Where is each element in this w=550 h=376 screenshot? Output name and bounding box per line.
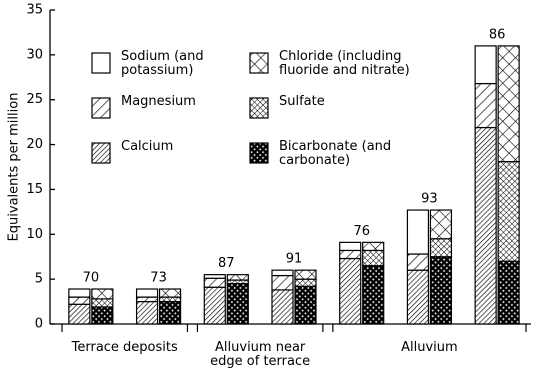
bar-segment	[362, 265, 385, 325]
bar-segment	[226, 274, 249, 281]
legend-swatch	[91, 97, 111, 119]
group-label: Alluvium near edge of terrace	[210, 340, 311, 369]
bar-segment	[429, 238, 453, 258]
bar-segment	[271, 269, 294, 277]
bar-segment	[158, 296, 182, 303]
y-tick-label: 30	[26, 47, 43, 62]
y-tick-label: 25	[26, 92, 43, 107]
bar-segment	[135, 300, 159, 325]
sample-label: 70	[83, 271, 100, 286]
bar-segment	[91, 306, 114, 325]
legend-swatch	[249, 52, 269, 74]
bar-segment	[406, 269, 430, 325]
bar-segment	[135, 288, 159, 298]
y-axis-label: Equivalents per million	[7, 93, 22, 242]
legend-swatch	[249, 97, 269, 119]
bar-segment	[406, 253, 430, 271]
bar-segment	[362, 249, 385, 267]
sample-label: 76	[353, 224, 370, 239]
legend-label: Bicarbonate (and carbonate)	[279, 139, 392, 168]
bar-segment	[271, 274, 294, 291]
bar-segment	[339, 257, 362, 325]
bar-segment	[135, 296, 159, 303]
sample-label: 86	[489, 27, 506, 42]
bar-segment	[294, 285, 317, 325]
bar-segment	[271, 289, 294, 325]
sample-label: 93	[421, 192, 438, 207]
bar-segment	[474, 82, 497, 129]
bar-segment	[294, 269, 317, 280]
y-tick-label: 20	[26, 137, 43, 152]
bar-segment	[68, 303, 91, 325]
bar-segment	[294, 278, 317, 287]
bar-segment	[339, 241, 362, 252]
bar-segment	[474, 45, 497, 85]
bar-segment	[362, 241, 385, 252]
legend-label: Sulfate	[279, 94, 325, 109]
bar-segment	[497, 161, 520, 262]
sample-label: 91	[286, 252, 303, 267]
legend-swatch	[91, 142, 111, 164]
bar-segment	[158, 288, 182, 298]
sample-label: 73	[150, 271, 167, 286]
legend-label: Magnesium	[121, 94, 196, 109]
bar-segment	[158, 300, 182, 325]
bar-segment	[91, 298, 114, 308]
y-tick-label: 10	[26, 227, 43, 242]
bar-segment	[203, 277, 226, 288]
bar-segment	[497, 45, 520, 163]
group-label: Terrace deposits	[71, 340, 178, 355]
bar-segment	[91, 288, 114, 300]
legend-label: Chloride (including fluoride and nitrate…	[279, 49, 410, 78]
bar-segment	[203, 286, 226, 325]
bar-segment	[203, 274, 226, 279]
bar-segment	[474, 126, 497, 325]
bar-segment	[68, 288, 91, 298]
legend-label: Sodium (and potassium)	[121, 49, 204, 78]
bar-segment	[429, 209, 453, 240]
bar-segment	[429, 256, 453, 325]
y-tick-label: 0	[35, 317, 43, 332]
y-tick-label: 5	[35, 272, 43, 287]
y-tick-label: 15	[26, 182, 43, 197]
bar-segment	[68, 296, 91, 305]
legend-label: Calcium	[121, 139, 174, 154]
bar-segment	[406, 209, 430, 255]
bar-segment	[226, 283, 249, 325]
group-label: Alluvium	[401, 340, 458, 355]
sample-label: 87	[218, 256, 235, 271]
legend-swatch	[91, 52, 111, 74]
bar-segment	[497, 260, 520, 325]
legend-swatch	[249, 142, 269, 164]
bar-segment	[339, 249, 362, 260]
y-tick-label: 35	[26, 3, 43, 18]
